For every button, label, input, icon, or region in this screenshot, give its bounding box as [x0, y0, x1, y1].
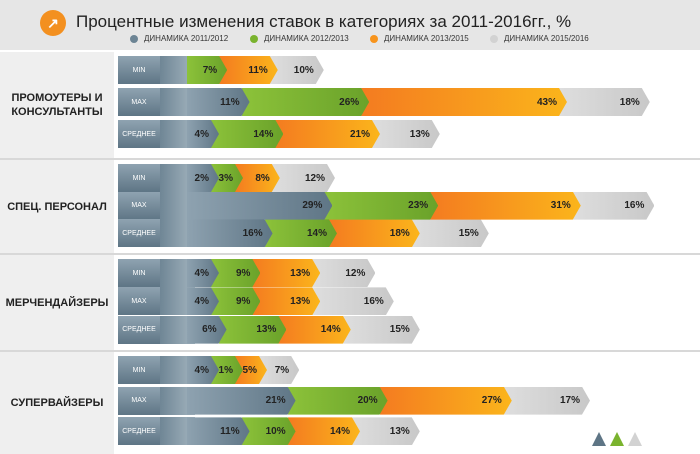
bar-segment: 29%	[187, 192, 332, 220]
bar-segment: 13%	[352, 417, 420, 445]
bar-segment: 11%	[219, 56, 278, 84]
bar-segment: 16%	[187, 219, 273, 247]
bar-segment: 14%	[265, 219, 337, 247]
bar-row: MIN 4% 1% 5% 7%	[118, 356, 698, 384]
legend-label: ДИНАМИКА 2015/2016	[504, 34, 589, 43]
row-label: MIN	[118, 56, 160, 84]
bar-row: СРЕДНЕЕ 6% 13% 14% 15%	[118, 315, 698, 344]
bar-row: СРЕДНЕЕ 16% 14% 18% 15%	[118, 219, 698, 248]
bar-segment: 18%	[329, 219, 420, 247]
bar-row: MAX 29% 23% 31% 16%	[118, 191, 698, 220]
legend-dot	[490, 34, 498, 43]
bar-row: MIN 4% 9% 13% 12%	[118, 259, 698, 287]
bar-segment: 7%	[187, 56, 227, 84]
category-label: СПЕЦ. ПЕРСОНАЛ	[0, 160, 114, 253]
bar-row: MAX 21% 20% 27% 17%	[118, 386, 698, 415]
bar-segment: 11%	[187, 88, 250, 116]
category-label: МЕРЧЕНДАЙЗЕРЫ	[0, 255, 114, 350]
row-label: MAX	[118, 287, 160, 316]
legend-label: ДИНАМИКА 2011/2012	[144, 34, 229, 43]
bar-segment: 12%	[312, 259, 375, 287]
category-group: СУПЕРВАЙЗЕРЫ MIN 4% 1% 5% 7% MAX 21% 20% 27% 17% СР…	[0, 350, 700, 454]
header: ↗ Процентные изменения ставок в категори…	[0, 0, 700, 50]
bar-segment: 13%	[252, 287, 320, 315]
bar-segment: 10%	[270, 56, 324, 84]
row-label: СРЕДНЕЕ	[118, 120, 160, 148]
bar-segment: 31%	[430, 192, 581, 220]
bar-row: СРЕДНЕЕ 4% 14% 21% 13%	[118, 120, 698, 148]
row-label: СРЕДНЕЕ	[118, 219, 160, 248]
row-label: MAX	[118, 191, 160, 220]
bar-segment: 16%	[312, 287, 394, 315]
bar-segment: 9%	[211, 287, 260, 315]
group-divider	[0, 350, 700, 352]
bar-segment: 21%	[275, 120, 380, 148]
bar-segment: 13%	[372, 120, 440, 148]
bar-row: MIN 7% 11% 10%	[118, 56, 698, 84]
bar-segment: 15%	[343, 316, 420, 344]
legend: ДИНАМИКА 2011/2012 ДИНАМИКА 2012/2013 ДИНА…	[130, 34, 610, 43]
bar-segment: 16%	[573, 192, 655, 220]
bar-segment: 6%	[187, 316, 227, 344]
bar-segment: 14%	[288, 417, 360, 445]
bar-segment: 18%	[559, 88, 650, 116]
bar-segment: 7%	[259, 356, 299, 384]
bar-segment: 13%	[219, 316, 287, 344]
category-group: ПРОМОУТЕРЫ И КОНСУЛЬТАНТЫ MIN 7% 11% 10% MAX 1…	[0, 52, 700, 158]
bar-segment: 9%	[211, 259, 260, 287]
legend-item: ДИНАМИКА 2012/2013	[250, 34, 370, 43]
page-title: Процентные изменения ставок в категориях…	[76, 12, 572, 31]
group-divider	[0, 158, 700, 160]
bar-segment: 14%	[278, 316, 350, 344]
row-label: СРЕДНЕЕ	[118, 315, 160, 344]
bar-row: MAX 11% 26% 43% 18%	[118, 88, 698, 116]
category-label: ПРОМОУТЕРЫ И КОНСУЛЬТАНТЫ	[0, 52, 114, 158]
row-label: MIN	[118, 164, 160, 192]
bar-segment: 14%	[211, 120, 283, 148]
bar-segment: 10%	[242, 417, 296, 445]
legend-dot	[130, 34, 138, 43]
chart-icon: ↗	[40, 10, 66, 36]
bar-row: MIN 2% 3% 8% 12%	[118, 164, 698, 192]
bar-segment: 15%	[412, 219, 489, 247]
bar-segment: 20%	[288, 387, 388, 415]
bar-segment: 13%	[252, 259, 320, 287]
row-label: MIN	[118, 259, 160, 287]
row-label: СРЕДНЕЕ	[118, 417, 160, 446]
legend-dot	[370, 34, 378, 43]
brand-logo	[592, 432, 642, 446]
bar-segment: 12%	[272, 164, 335, 192]
legend-label: ДИНАМИКА 2013/2015	[384, 34, 469, 43]
row-label: MAX	[118, 88, 160, 116]
category-group: МЕРЧЕНДАЙЗЕРЫ MIN 4% 9% 13% 12% MAX 4% 9% 13% 16% С…	[0, 253, 700, 350]
bar-segment: 26%	[242, 88, 370, 116]
legend-item: ДИНАМИКА 2011/2012	[130, 34, 250, 43]
row-label: MAX	[118, 386, 160, 415]
bar-segment: 23%	[324, 192, 438, 220]
bar-segment: 27%	[380, 387, 512, 415]
legend-label: ДИНАМИКА 2012/2013	[264, 34, 349, 43]
bar-segment: 43%	[361, 88, 567, 116]
bar-segment: 11%	[187, 417, 250, 445]
group-divider	[0, 253, 700, 255]
row-label: MIN	[118, 356, 160, 384]
bar-row: СРЕДНЕЕ 11% 10% 14% 13%	[118, 417, 698, 446]
legend-dot	[250, 34, 258, 43]
bar-segment: 17%	[504, 387, 590, 415]
bar-row: MAX 4% 9% 13% 16%	[118, 287, 698, 316]
legend-item: ДИНАМИКА 2015/2016	[490, 34, 610, 43]
category-label: СУПЕРВАЙЗЕРЫ	[0, 352, 114, 454]
legend-item: ДИНАМИКА 2013/2015	[370, 34, 490, 43]
category-group: СПЕЦ. ПЕРСОНАЛ MIN 2% 3% 8% 12% MAX 29% 23% 31% 16…	[0, 158, 700, 253]
bar-segment: 21%	[187, 387, 296, 415]
